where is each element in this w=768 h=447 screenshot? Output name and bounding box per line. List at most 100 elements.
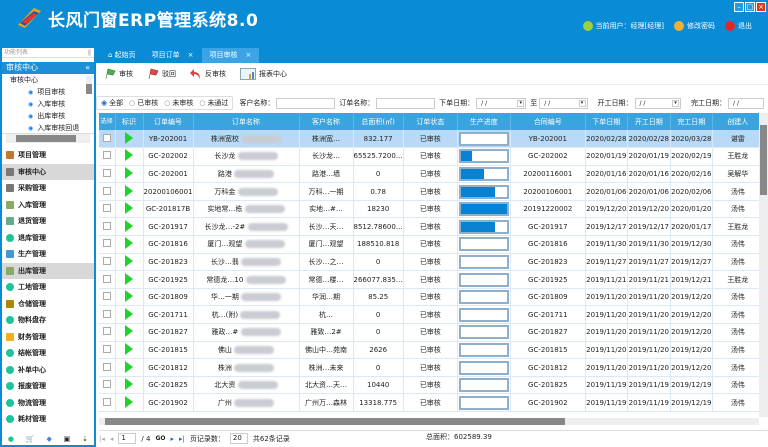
next-page-button[interactable]: ▸: [170, 434, 174, 443]
table-row[interactable]: GC-201825 北大资 北大资…天… 10440 已审核 GC-201825…: [99, 376, 764, 395]
collapse-icon[interactable]: «: [85, 63, 90, 72]
nav-item[interactable]: 仓储管理: [2, 296, 94, 313]
select-cell[interactable]: [99, 341, 116, 360]
start-date-input[interactable]: / / ▾: [634, 97, 682, 109]
table-row[interactable]: GC-201917 长沙龙…-2# 长沙…天… 8512.78600… 已审核 …: [99, 217, 764, 237]
tree-item-outbound-audit[interactable]: 出库审核: [2, 110, 94, 122]
cart-icon[interactable]: 🛒: [25, 435, 35, 443]
table-row[interactable]: GC-201925 常德龙…10 常德…楼… 266077.835… 已审核 G…: [99, 270, 764, 289]
maximize-button[interactable]: □: [745, 2, 755, 12]
radio-rejected[interactable]: 未通过: [199, 98, 228, 108]
column-header[interactable]: 合同编号: [510, 113, 586, 130]
radio-all[interactable]: 全部: [101, 98, 123, 108]
table-row[interactable]: 20200106001 万科金 万科…一期 0.78 已审核 202001060…: [99, 182, 764, 201]
row-checkbox[interactable]: [102, 186, 111, 195]
tab-home[interactable]: ⌂ 起始页: [108, 51, 136, 59]
grid-hscrollbar[interactable]: [99, 418, 759, 425]
select-cell[interactable]: [99, 165, 116, 184]
row-checkbox[interactable]: [102, 133, 111, 142]
column-header[interactable]: 订单状态: [403, 113, 458, 130]
tree-item-project-audit[interactable]: 项目审核: [2, 86, 94, 98]
table-row[interactable]: YB-202001 株洲宽校 株洲宽… 832.177 已审核 YB-20200…: [99, 130, 764, 149]
nav-item[interactable]: 结帐管理: [2, 345, 94, 362]
row-checkbox[interactable]: [102, 151, 111, 160]
row-checkbox[interactable]: [102, 397, 111, 406]
table-row[interactable]: GC-201711 杭…(附) 杭… 0 已审核 GC-201711 2019/…: [99, 305, 764, 325]
finish-date-input[interactable]: / /: [728, 97, 764, 109]
page-size-input[interactable]: 20: [229, 433, 248, 444]
table-row[interactable]: GC-201817B 实地常…栋 实地…#… 18230 已审核 2019122…: [99, 200, 764, 219]
tab-project-orders[interactable]: 项目订单 ×: [144, 48, 202, 63]
table-row[interactable]: GC-201823 长沙…翡 长沙…之… 0 已审核 GC-201823 201…: [99, 253, 764, 272]
select-cell[interactable]: [99, 288, 116, 307]
radio-unapproved[interactable]: 未审核: [164, 98, 193, 108]
select-cell[interactable]: [99, 235, 116, 254]
dropdown-icon[interactable]: ▾: [578, 99, 586, 107]
tool-icon[interactable]: ▣: [63, 435, 71, 443]
change-password-link[interactable]: 修改密码: [674, 21, 715, 31]
column-header[interactable]: 订单名称: [193, 113, 300, 130]
select-cell[interactable]: [99, 200, 116, 219]
nav-item[interactable]: 生产管理: [2, 246, 94, 263]
nav-item[interactable]: 工地管理: [2, 279, 94, 296]
select-cell[interactable]: [99, 376, 116, 395]
order-date-from[interactable]: / / ▾: [476, 97, 527, 109]
column-header[interactable]: 总面积(㎡): [353, 113, 404, 130]
close-tab-icon[interactable]: ×: [245, 51, 252, 59]
row-checkbox[interactable]: [102, 309, 111, 318]
tree-item-inbound-audit[interactable]: 入库审核: [2, 98, 94, 110]
row-checkbox[interactable]: [102, 327, 111, 336]
table-row[interactable]: GC-202002 长沙龙 长沙龙… 65525.7200… 已审核 GC-20…: [99, 147, 764, 166]
row-checkbox[interactable]: [102, 168, 111, 177]
close-tab-icon[interactable]: ×: [187, 51, 194, 59]
column-header[interactable]: 生产进度: [457, 113, 511, 130]
select-cell[interactable]: [99, 270, 116, 289]
nav-item[interactable]: 采购管理: [2, 180, 94, 197]
go-button[interactable]: GO: [155, 435, 166, 442]
order-date-to[interactable]: / / ▾: [539, 97, 588, 109]
page-input[interactable]: 1: [118, 433, 137, 444]
nav-item[interactable]: 报废管理: [2, 378, 94, 395]
row-checkbox[interactable]: [102, 344, 111, 353]
report-center-button[interactable]: 报表中心: [240, 67, 287, 80]
column-header[interactable]: 选择: [99, 113, 116, 130]
row-checkbox[interactable]: [102, 380, 111, 389]
nav-item[interactable]: 财务管理: [2, 329, 94, 346]
first-page-button[interactable]: |◂: [99, 434, 105, 443]
dropdown-icon[interactable]: ▾: [517, 99, 525, 107]
select-cell[interactable]: [99, 305, 116, 325]
minimize-button[interactable]: –: [734, 2, 744, 12]
select-cell[interactable]: [99, 147, 116, 166]
nav-item[interactable]: 物料盘存: [2, 312, 94, 329]
pin-icon[interactable]: ǁ: [88, 49, 91, 56]
nav-item[interactable]: 补单中心: [2, 362, 94, 379]
nav-item[interactable]: 项目管理: [2, 147, 94, 164]
nav-item[interactable]: 退货管理: [2, 213, 94, 230]
tree-scrollbar[interactable]: [86, 76, 92, 94]
column-header[interactable]: 完工日期: [670, 113, 713, 130]
table-row[interactable]: GC-201812 株洲 株洲…未来 0 已审核 GC-201812 2019/…: [99, 358, 764, 377]
tree-root[interactable]: 审核中心: [10, 76, 38, 84]
close-button[interactable]: ×: [756, 2, 766, 12]
select-cell[interactable]: [99, 182, 116, 201]
reject-button[interactable]: 驳回: [147, 68, 176, 80]
select-cell[interactable]: [99, 323, 116, 342]
select-cell[interactable]: [99, 393, 116, 412]
row-checkbox[interactable]: [102, 292, 111, 301]
column-header[interactable]: 标识: [115, 113, 144, 130]
table-row[interactable]: GC-201902 广州 广州万…森林 13318.775 已审核 GC-201…: [99, 393, 764, 412]
column-header[interactable]: 订单编号: [143, 113, 194, 130]
nav-item[interactable]: 审核中心: [2, 163, 94, 180]
table-row[interactable]: GC-201815 佛山 佛山中…苑南 2626 已审核 GC-201815 2…: [99, 341, 764, 360]
dropdown-icon[interactable]: ▾: [672, 99, 680, 107]
more-icon[interactable]: ⇣: [82, 435, 89, 443]
logout-link[interactable]: 退出: [725, 21, 752, 31]
nav-item[interactable]: 物流管理: [2, 395, 94, 412]
table-row[interactable]: GC-201827 雅政…# 雅致…2# 0 已审核 GC-201827 201…: [99, 323, 764, 342]
nav-item[interactable]: 入库管理: [2, 197, 94, 214]
radio-approved[interactable]: 已审核: [129, 98, 158, 108]
leaf-icon[interactable]: ◆: [46, 435, 52, 443]
nav-item[interactable]: 出库管理: [2, 262, 94, 279]
unapprove-button[interactable]: 反审核: [190, 68, 226, 80]
row-checkbox[interactable]: [102, 221, 111, 230]
